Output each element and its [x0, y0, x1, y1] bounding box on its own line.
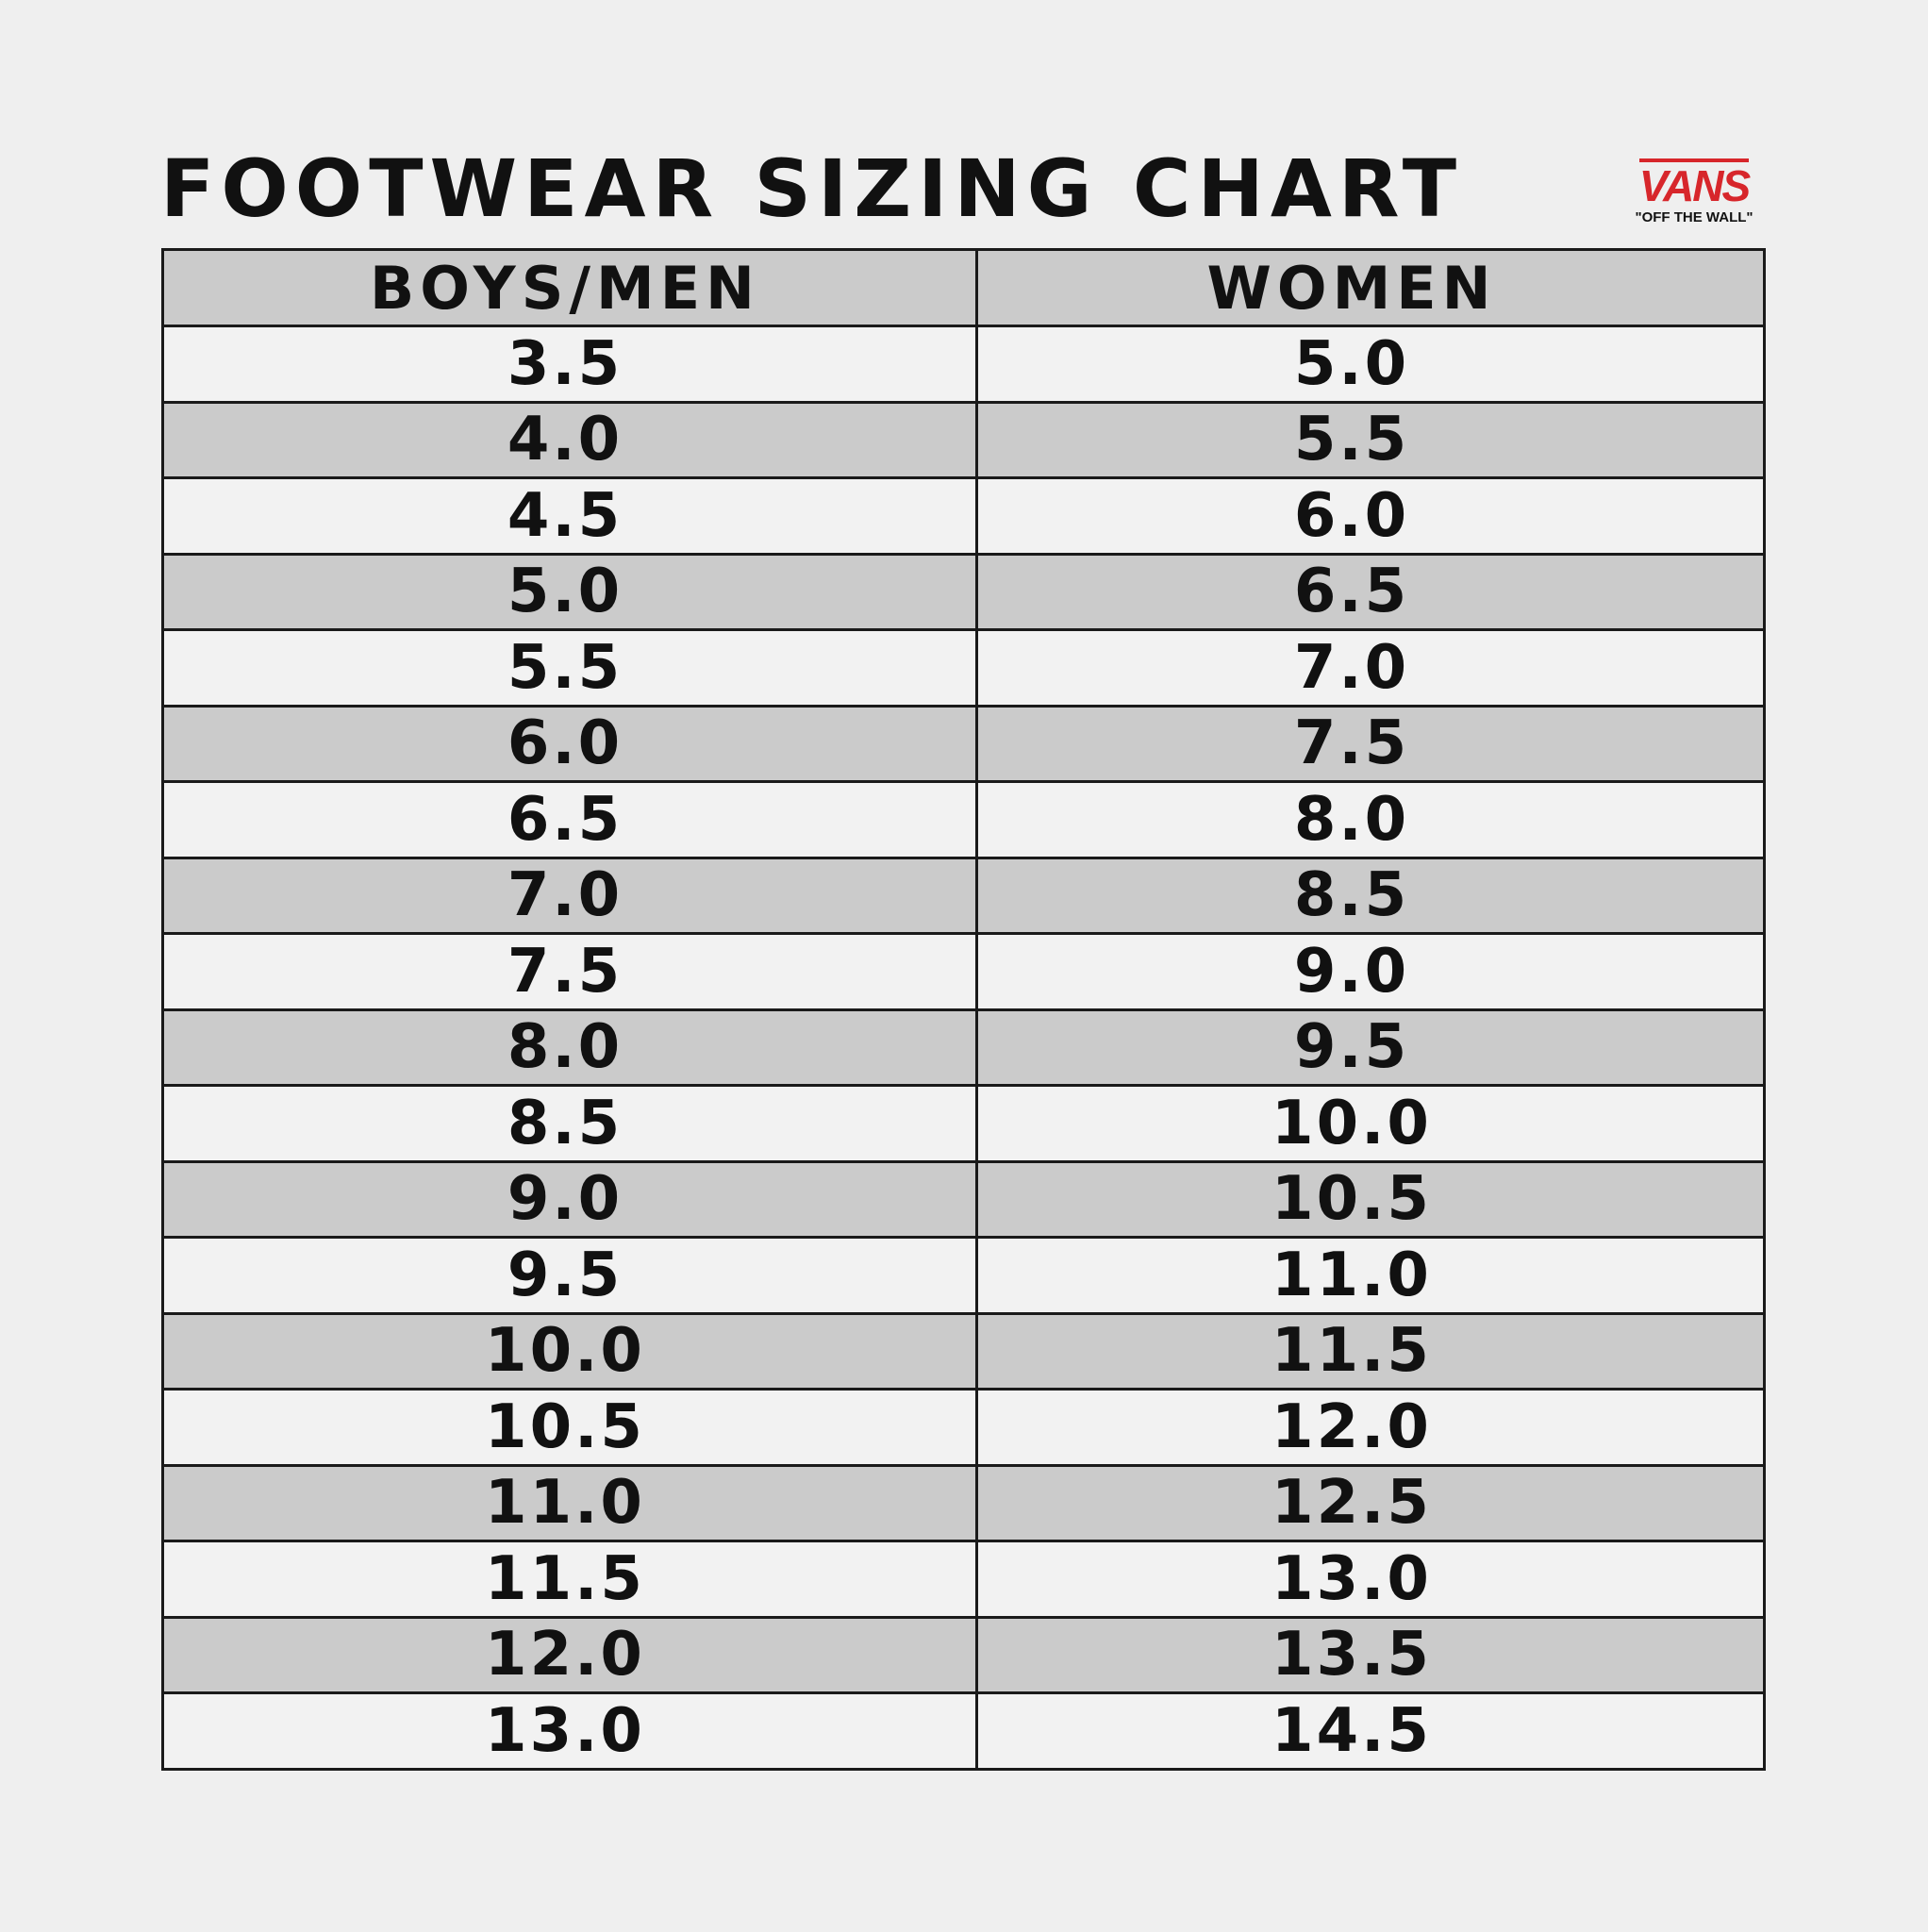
logo-brand: VANS: [1638, 158, 1751, 208]
table-row: 13.0 14.5: [164, 1691, 1763, 1768]
table-row: 11.5 13.0: [164, 1540, 1763, 1616]
boys-men-size: 9.5: [507, 1240, 623, 1310]
women-size: 8.5: [975, 858, 1763, 932]
women-size: 11.0: [975, 1239, 1763, 1312]
women-size: 11.5: [975, 1314, 1763, 1388]
header-women: WOMEN: [975, 251, 1763, 325]
boys-men-size: 8.0: [507, 1012, 623, 1083]
table-row: 11.0 12.5: [164, 1463, 1763, 1540]
vans-logo: VANS "OFF THE WALL": [1619, 158, 1770, 225]
boys-men-size: 9.0: [507, 1164, 623, 1235]
women-size: 5.0: [975, 327, 1763, 401]
women-size: 6.0: [975, 479, 1763, 553]
women-size: 7.0: [975, 631, 1763, 705]
women-size: 13.0: [975, 1542, 1763, 1616]
women-size: 5.5: [975, 403, 1763, 476]
table-row: 5.5 7.0: [164, 628, 1763, 705]
table-row: 4.0 5.5: [164, 400, 1763, 476]
boys-men-size: 5.5: [507, 632, 623, 703]
women-size: 13.5: [975, 1618, 1763, 1691]
women-size: 10.5: [975, 1162, 1763, 1236]
table-row: 9.5 11.0: [164, 1236, 1763, 1312]
boys-men-size: 13.0: [485, 1695, 645, 1766]
women-size: 9.0: [975, 935, 1763, 1008]
table-row: 3.5 5.0: [164, 325, 1763, 401]
women-size: 7.5: [975, 707, 1763, 780]
boys-men-size: 12.0: [485, 1620, 645, 1690]
table-row: 7.5 9.0: [164, 932, 1763, 1008]
women-size: 14.5: [975, 1694, 1763, 1768]
table-row: 10.5 12.0: [164, 1388, 1763, 1464]
table-row: 10.0 11.5: [164, 1311, 1763, 1388]
women-size: 12.5: [975, 1466, 1763, 1540]
sizing-table: BOYS/MEN WOMEN 3.5 5.0 4.0 5.5 4.5 6.0 5.0 6.5 5…: [161, 248, 1766, 1771]
women-size: 10.0: [975, 1087, 1763, 1160]
table-row: 4.5 6.0: [164, 476, 1763, 553]
table-row: 6.5 8.0: [164, 780, 1763, 857]
table-row: 9.0 10.5: [164, 1159, 1763, 1236]
boys-men-size: 4.0: [507, 405, 623, 475]
boys-men-size: 5.0: [507, 557, 623, 627]
boys-men-size: 11.0: [485, 1468, 645, 1539]
boys-men-size: 7.0: [507, 860, 623, 931]
header-boys-men: BOYS/MEN: [370, 253, 760, 323]
boys-men-size: 4.5: [507, 480, 623, 551]
women-size: 8.0: [975, 783, 1763, 857]
boys-men-size: 10.0: [485, 1316, 645, 1387]
women-size: 9.5: [975, 1010, 1763, 1084]
table-row: 7.0 8.5: [164, 856, 1763, 932]
boys-men-size: 3.5: [507, 328, 623, 399]
boys-men-size: 11.5: [485, 1543, 645, 1614]
table-row: 12.0 13.5: [164, 1615, 1763, 1691]
boys-men-size: 8.5: [507, 1088, 623, 1158]
boys-men-size: 7.5: [507, 936, 623, 1007]
table-row: 8.5 10.0: [164, 1084, 1763, 1160]
logo-tagline: "OFF THE WALL": [1635, 209, 1753, 225]
table-row: 6.0 7.5: [164, 704, 1763, 780]
boys-men-size: 10.5: [485, 1391, 645, 1462]
boys-men-size: 6.5: [507, 784, 623, 855]
table-row: 5.0 6.5: [164, 552, 1763, 628]
page-title: FOOTWEAR SIZING CHART: [160, 142, 1464, 235]
women-size: 12.0: [975, 1391, 1763, 1464]
women-size: 6.5: [975, 555, 1763, 628]
table-row: 8.0 9.5: [164, 1008, 1763, 1084]
boys-men-size: 6.0: [507, 708, 623, 779]
table-header-row: BOYS/MEN WOMEN: [164, 251, 1763, 325]
